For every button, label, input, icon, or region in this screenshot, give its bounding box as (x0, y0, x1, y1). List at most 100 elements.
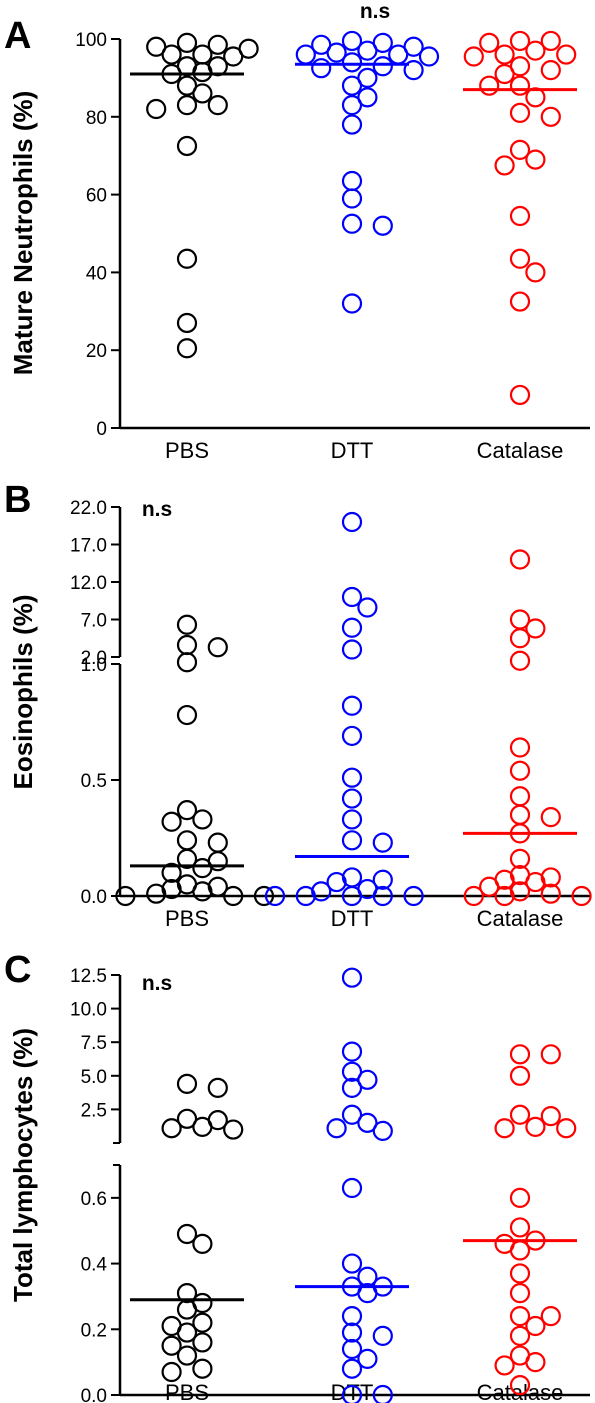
x-category-label: PBS (165, 906, 209, 931)
data-point-dtt (341, 511, 363, 533)
x-category-label: PBS (165, 1380, 209, 1403)
data-point-catalase (540, 30, 561, 52)
data-point-catalase (540, 1044, 561, 1065)
data-point-catalase (509, 549, 531, 570)
data-point-pbs (161, 811, 182, 832)
data-point-pbs (192, 44, 213, 65)
y-tick-label: 0.5 (81, 771, 107, 792)
data-point-pbs (176, 830, 198, 851)
data-point-dtt (326, 1118, 347, 1139)
data-point-pbs (176, 135, 198, 157)
data-point-catalase (525, 1352, 546, 1373)
data-point-catalase (509, 881, 531, 902)
data-point-catalase (509, 1044, 531, 1065)
data-point-dtt (357, 1348, 378, 1369)
data-point-catalase (463, 46, 484, 67)
data-point-dtt (341, 293, 363, 314)
data-point-catalase (540, 1306, 561, 1327)
data-point-dtt (341, 188, 363, 209)
data-point-pbs (207, 34, 228, 55)
data-point-dtt (341, 75, 363, 96)
data-point-pbs (176, 704, 198, 726)
data-point-dtt (357, 40, 378, 61)
x-category-label: PBS (165, 438, 209, 463)
data-point-dtt (403, 60, 424, 81)
data-point-pbs (192, 809, 213, 830)
data-point-catalase (509, 804, 531, 825)
y-tick-label: 0.0 (81, 1386, 107, 1403)
data-point-catalase (509, 102, 531, 124)
data-point-pbs (223, 885, 244, 907)
data-point-catalase (494, 63, 515, 85)
panel-letter: C (4, 949, 31, 991)
x-category-label: Catalase (477, 906, 564, 931)
data-point-catalase (509, 1306, 531, 1327)
data-point-pbs (192, 83, 213, 104)
y-tick-label: 12.5 (70, 966, 107, 987)
data-point-dtt (341, 114, 363, 135)
data-point-dtt (341, 1177, 363, 1199)
data-point-dtt (357, 597, 378, 618)
data-point-pbs (207, 95, 228, 116)
data-point-catalase (509, 848, 531, 869)
data-point-catalase (540, 60, 561, 81)
data-point-dtt (341, 586, 363, 608)
panel-letter: A (4, 15, 31, 57)
data-point-catalase (509, 139, 531, 160)
data-point-dtt (341, 788, 363, 809)
x-category-label: Catalase (477, 1380, 564, 1403)
data-point-dtt (372, 215, 393, 236)
data-point-catalase (571, 885, 592, 907)
data-point-pbs (192, 1332, 213, 1353)
data-point-pbs (176, 1322, 198, 1343)
data-point-catalase (494, 885, 515, 907)
data-point-dtt (357, 1283, 378, 1304)
data-point-dtt (341, 1322, 363, 1343)
data-point-pbs (176, 1345, 198, 1366)
data-point-catalase (540, 807, 561, 828)
data-point-dtt (295, 44, 316, 65)
data-point-dtt (341, 1358, 363, 1379)
data-point-catalase (509, 205, 531, 227)
data-point-catalase (525, 262, 546, 283)
data-point-dtt (372, 832, 393, 853)
data-point-catalase (556, 1118, 577, 1139)
x-category-label: DTT (331, 438, 374, 463)
y-tick-label: 5.0 (81, 1067, 107, 1088)
data-point-dtt (341, 617, 363, 638)
data-point-pbs (176, 800, 198, 821)
data-point-catalase (525, 40, 546, 61)
data-point-catalase (509, 1217, 531, 1238)
data-point-dtt (341, 1041, 363, 1062)
data-point-dtt (341, 170, 363, 192)
y-tick-label: 0.4 (81, 1255, 108, 1276)
data-point-pbs (223, 1119, 244, 1140)
data-point-pbs (223, 46, 244, 67)
data-point-pbs (115, 885, 136, 907)
y-tick-label: 10.0 (70, 1000, 107, 1021)
data-point-dtt (372, 56, 393, 77)
y-tick-label: 60 (86, 186, 107, 207)
data-point-pbs (176, 338, 198, 359)
data-point-catalase (509, 1263, 531, 1284)
data-point-catalase (509, 248, 531, 269)
data-point-dtt (311, 881, 332, 902)
data-point-catalase (509, 291, 531, 312)
y-tick-label: 1.0 (81, 655, 107, 676)
panel-letter: B (4, 479, 31, 521)
data-point-dtt (341, 830, 363, 851)
panel-c: C Total lymphocytes (%) n.s 2.5 5.0 7.5 10.0 12… (4, 949, 590, 1403)
data-point-dtt (341, 695, 363, 716)
data-point-dtt (341, 1384, 363, 1403)
data-point-catalase (494, 44, 515, 65)
data-point-dtt (326, 42, 347, 63)
data-point-dtt (341, 1077, 363, 1098)
data-point-pbs (207, 637, 228, 658)
data-point-pbs (192, 881, 213, 902)
data-point-pbs (161, 878, 182, 900)
data-point-dtt (295, 885, 316, 907)
data-point-pbs (161, 1335, 182, 1356)
data-point-pbs (192, 1358, 213, 1379)
data-point-catalase (463, 885, 484, 907)
data-point-catalase (494, 1355, 515, 1376)
